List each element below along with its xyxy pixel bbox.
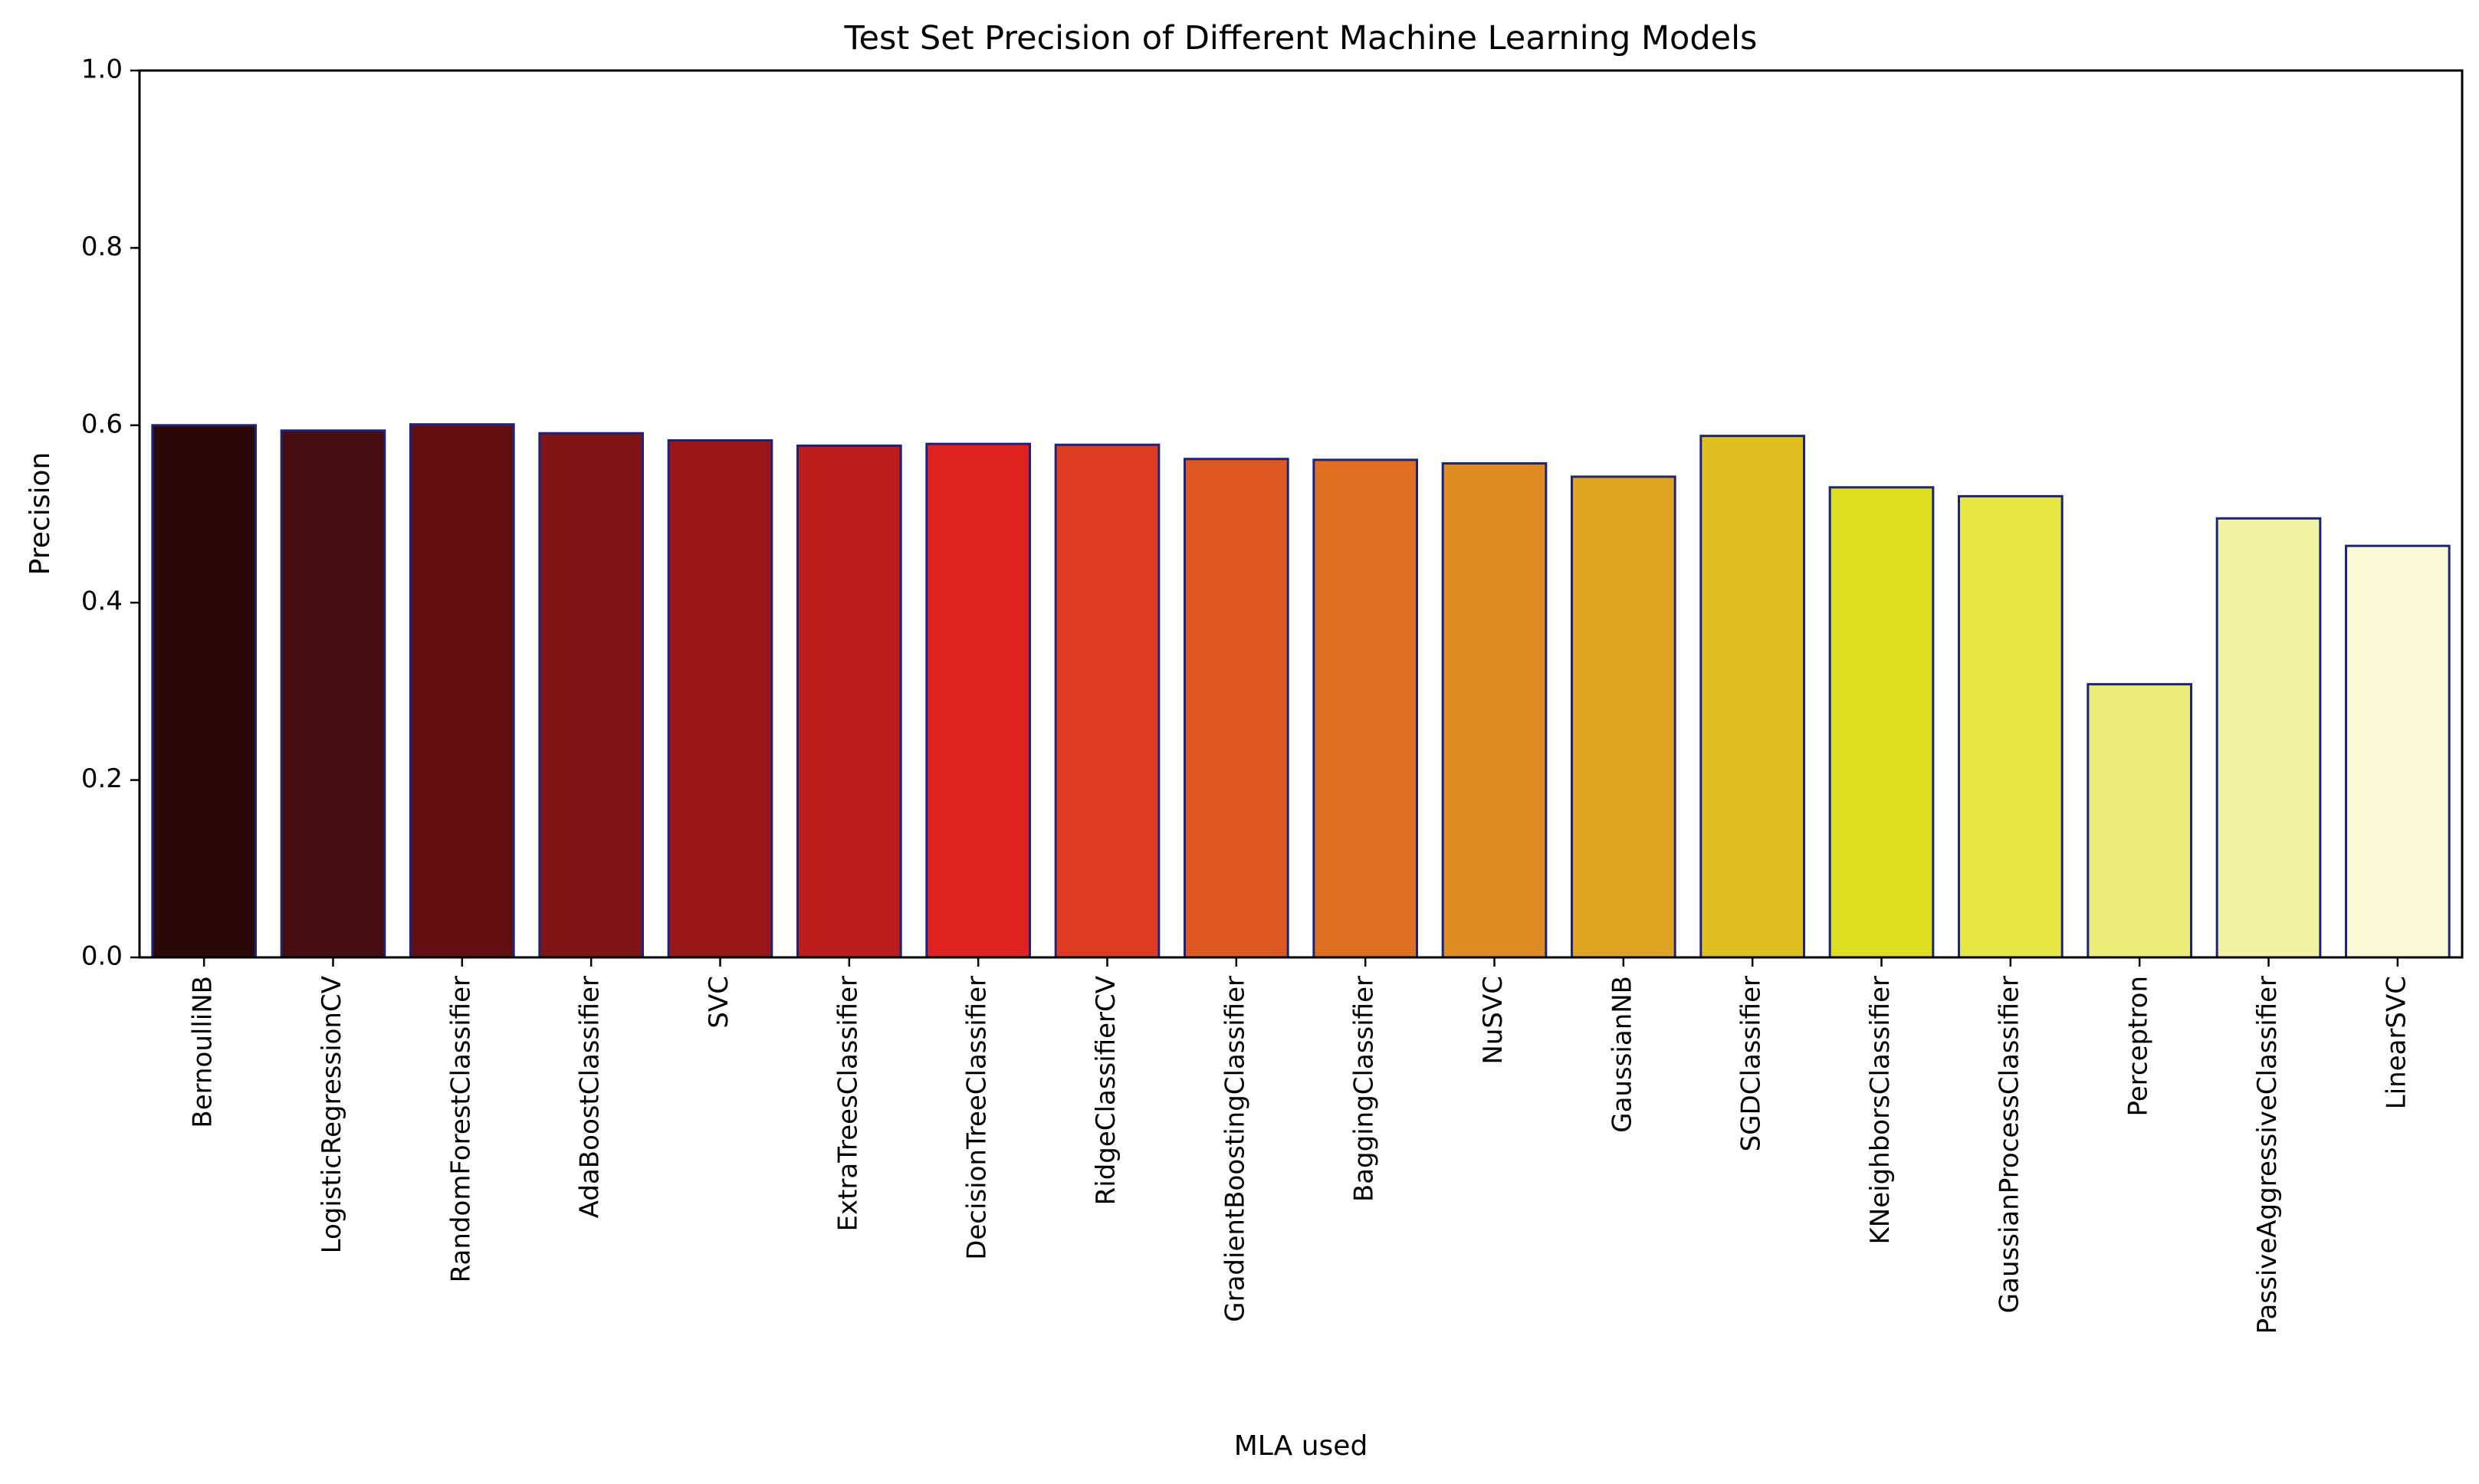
y-tick-label: 0.6 [81,409,123,439]
x-tick-label: SVC [704,976,734,1029]
x-tick-label: AdaBoostClassifier [575,976,606,1218]
x-tick-label: SGDClassifier [1736,976,1767,1151]
x-tick-label: BaggingClassifier [1349,976,1380,1202]
bar-BaggingClassifier [1312,458,1419,959]
y-tick-label: 0.4 [81,586,123,617]
bar-DecisionTreeClassifier [925,442,1032,959]
y-tick-label: 0.0 [81,941,123,972]
x-tick-label: DecisionTreeClassifier [962,976,993,1260]
bar-LinearSVC [2345,544,2451,959]
x-tick-label: LinearSVC [2381,976,2412,1109]
bar-ExtraTreesClassifier [796,444,902,959]
x-tick-label: ExtraTreesClassifier [832,976,863,1232]
bar-LogisticRegressionCV [280,429,386,959]
bar-SGDClassifier [1699,435,1805,959]
bar-RidgeClassifierCV [1054,443,1161,959]
bars-layer [151,423,2451,959]
x-axis: BernoulliNB LogisticRegressionCV RandomFor… [188,957,2412,1334]
bar-BernoulliNB [151,424,257,959]
bar-PassiveAggressiveClassifier [2215,517,2322,959]
plot-frame [138,69,2464,959]
bar-NuSVC [1441,462,1548,959]
x-tick-label: RandomForestClassifier [445,976,476,1282]
bar-GaussianNB [1571,475,1676,959]
y-tick-label: 1.0 [81,54,123,85]
bar-KNeighborsClassifier [1828,486,1935,959]
x-tick-label: PassiveAggressiveClassifier [2252,976,2283,1334]
x-tick-label: GradientBoostingClassifier [1220,976,1250,1322]
bar-Perceptron [2087,683,2192,959]
bar-SVC [667,438,773,959]
y-tick-label: 0.2 [81,763,123,794]
x-tick-label: RidgeClassifierCV [1091,976,1121,1205]
y-axis: 0.0 0.2 0.4 0.6 0.8 1.0 [81,54,140,972]
y-tick-label: 0.8 [81,231,123,262]
y-axis-title: Precision [25,452,56,576]
bar-GaussianProcessClassifier [1958,494,2064,959]
bar-AdaBoostClassifier [538,432,644,959]
x-tick-label: GaussianNB [1607,976,1637,1133]
x-tick-label: KNeighborsClassifier [1865,976,1896,1245]
x-tick-label: GaussianProcessClassifier [1994,976,2024,1313]
chart-title: Test Set Precision of Different Machine … [844,19,1758,57]
x-axis-title: MLA used [1234,1430,1368,1462]
x-tick-label: Perceptron [2123,976,2154,1117]
x-tick-label: BernoulliNB [188,976,218,1128]
bar-GradientBoostingClassifier [1184,458,1289,959]
bar-RandomForestClassifier [409,423,515,959]
x-tick-label: LogisticRegressionCV [317,976,347,1253]
x-tick-label: NuSVC [1478,976,1509,1065]
